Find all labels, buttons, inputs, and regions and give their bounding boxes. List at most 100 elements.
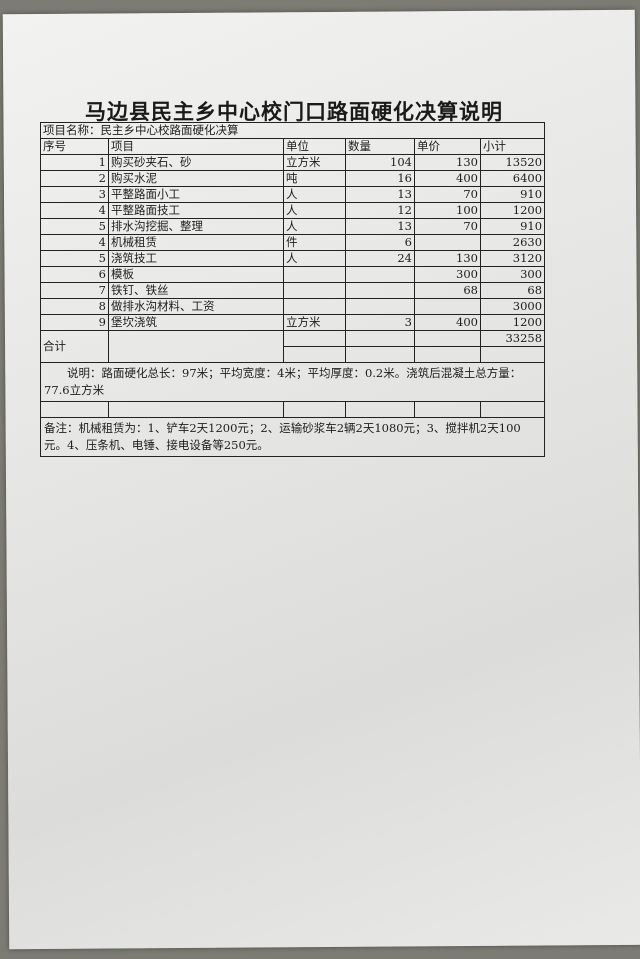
cell-unit — [283, 298, 346, 315]
project-name-row: 项目名称：民主乡中心校路面硬化决算 — [39, 122, 546, 139]
cell-empty — [283, 401, 346, 418]
table-row: 4 平整路面技工人 12 100 1200 — [40, 202, 546, 219]
table-row: 6 模板 300 300 — [40, 266, 546, 283]
total-value: 33258 — [479, 330, 546, 347]
cell-seq: 4 — [40, 202, 109, 219]
cell-subtotal: 13520 — [479, 154, 546, 171]
cell-qty: 3 — [345, 314, 415, 331]
header-row: 序号 项目 单位 数量 单价 小计 — [40, 138, 546, 155]
blank-row — [41, 346, 546, 363]
remark-row: 备注：机械租赁为：1、铲车2天1200元；2、运输砂浆车2辆2天1080元；3、… — [39, 417, 546, 457]
cell-empty — [108, 330, 284, 363]
table-row: 4 机械租赁件 6 2630 — [40, 234, 546, 251]
cell-empty — [345, 401, 415, 418]
cell-subtotal: 6400 — [479, 170, 546, 187]
cell-item: 堡坎浇筑 — [108, 314, 284, 331]
cell-seq: 9 — [40, 314, 109, 331]
cell-item: 做排水沟材料、工资 — [108, 298, 284, 315]
header-price: 单价 — [414, 138, 481, 155]
cell-item: 浇筑技工 — [108, 250, 284, 267]
total-row: 合计 33258 — [40, 330, 546, 363]
cell-price: 70 — [414, 218, 481, 235]
cell-unit: 人 — [283, 186, 346, 203]
cell-item: 平整路面技工 — [108, 202, 284, 219]
cell-unit: 人 — [283, 250, 346, 267]
blank-row — [40, 401, 546, 418]
table-row: 3 平整路面小工人 13 70 910 — [40, 186, 546, 203]
header-subtotal: 小计 — [479, 138, 546, 155]
cell-empty — [40, 401, 109, 418]
cell-seq: 8 — [40, 298, 109, 315]
cell-seq: 5 — [40, 218, 109, 235]
cell-empty — [108, 401, 284, 418]
cell-qty: 13 — [345, 218, 415, 235]
table-row: 5 浇筑技工人 24 130 3120 — [40, 250, 546, 267]
cell-qty — [345, 298, 415, 315]
cell-price: 100 — [414, 202, 481, 219]
cell-price: 400 — [414, 314, 481, 331]
cell-price: 68 — [414, 282, 481, 299]
cell-qty: 104 — [345, 154, 415, 171]
cell-seq: 6 — [40, 266, 109, 283]
cell-price — [414, 298, 481, 315]
cell-subtotal: 2630 — [479, 234, 546, 251]
header-seq: 序号 — [40, 138, 109, 155]
table-row: 2 购买水泥吨 16 400 6400 — [40, 170, 546, 187]
description-row: 说明：路面硬化总长：97米；平均宽度：4米；平均厚度：0.2米。浇筑后混凝土总方… — [39, 362, 546, 402]
cell-price: 130 — [414, 250, 481, 267]
header-unit: 单位 — [283, 138, 346, 155]
cell-item: 购买水泥 — [108, 170, 284, 187]
cell-seq: 2 — [40, 170, 109, 187]
cell-empty — [345, 346, 415, 363]
cell-subtotal: 3000 — [479, 298, 546, 315]
cell-unit — [283, 282, 346, 299]
budget-table: 项目名称：民主乡中心校路面硬化决算 序号 项目 单位 数量 单价 小计 1 购买砂… — [39, 122, 546, 457]
cell-empty — [414, 401, 481, 418]
cell-unit — [283, 266, 346, 283]
header-qty: 数量 — [345, 138, 415, 155]
cell-empty — [283, 330, 346, 347]
remark-note: 备注：机械租赁为：1、铲车2天1200元；2、运输砂浆车2辆2天1080元；3、… — [39, 417, 546, 457]
cell-price: 130 — [414, 154, 481, 171]
cell-subtotal: 68 — [479, 282, 546, 299]
cell-price: 300 — [414, 266, 481, 283]
cell-subtotal: 300 — [479, 266, 546, 283]
cell-item: 排水沟挖掘、整理 — [108, 218, 284, 235]
cell-qty: 16 — [345, 170, 415, 187]
table-row: 1 购买砂夹石、砂 立方米 104 130 13520 — [40, 154, 546, 171]
cell-seq: 3 — [40, 186, 109, 203]
cell-seq: 4 — [40, 234, 109, 251]
cell-qty — [345, 266, 415, 283]
cell-price: 70 — [414, 186, 481, 203]
cell-empty — [479, 401, 546, 418]
header-item: 项目 — [108, 138, 284, 155]
table-row: 7 铁钉、铁丝 68 68 — [40, 282, 546, 299]
cell-unit: 件 — [283, 234, 346, 251]
cell-empty — [414, 330, 481, 347]
cell-qty: 6 — [345, 234, 415, 251]
cell-empty — [345, 330, 415, 347]
cell-item: 平整路面小工 — [108, 186, 284, 203]
cell-item: 机械租赁 — [108, 234, 284, 251]
cell-seq: 7 — [40, 282, 109, 299]
cell-qty: 13 — [345, 186, 415, 203]
cell-qty: 24 — [345, 250, 415, 267]
description-note: 说明：路面硬化总长：97米；平均宽度：4米；平均厚度：0.2米。浇筑后混凝土总方… — [39, 362, 546, 402]
cell-seq: 1 — [40, 154, 109, 171]
cell-subtotal: 910 — [479, 218, 546, 235]
cell-seq: 5 — [40, 250, 109, 267]
cell-item: 铁钉、铁丝 — [108, 282, 284, 299]
cell-unit: 立方米 — [283, 314, 346, 331]
cell-empty — [479, 346, 546, 363]
table-row: 5 排水沟挖掘、整理人 13 70 910 — [40, 218, 546, 235]
total-label: 合计 — [40, 330, 109, 363]
cell-empty — [283, 346, 346, 363]
cell-qty: 12 — [345, 202, 415, 219]
cell-item: 购买砂夹石、砂 — [108, 154, 284, 171]
document-title: 马边县民主乡中心校门口路面硬化决算说明 — [85, 99, 503, 124]
cell-subtotal: 1200 — [479, 314, 546, 331]
cell-subtotal: 1200 — [479, 202, 546, 219]
cell-price: 400 — [414, 170, 481, 187]
cell-subtotal: 910 — [479, 186, 546, 203]
cell-item: 模板 — [108, 266, 284, 283]
